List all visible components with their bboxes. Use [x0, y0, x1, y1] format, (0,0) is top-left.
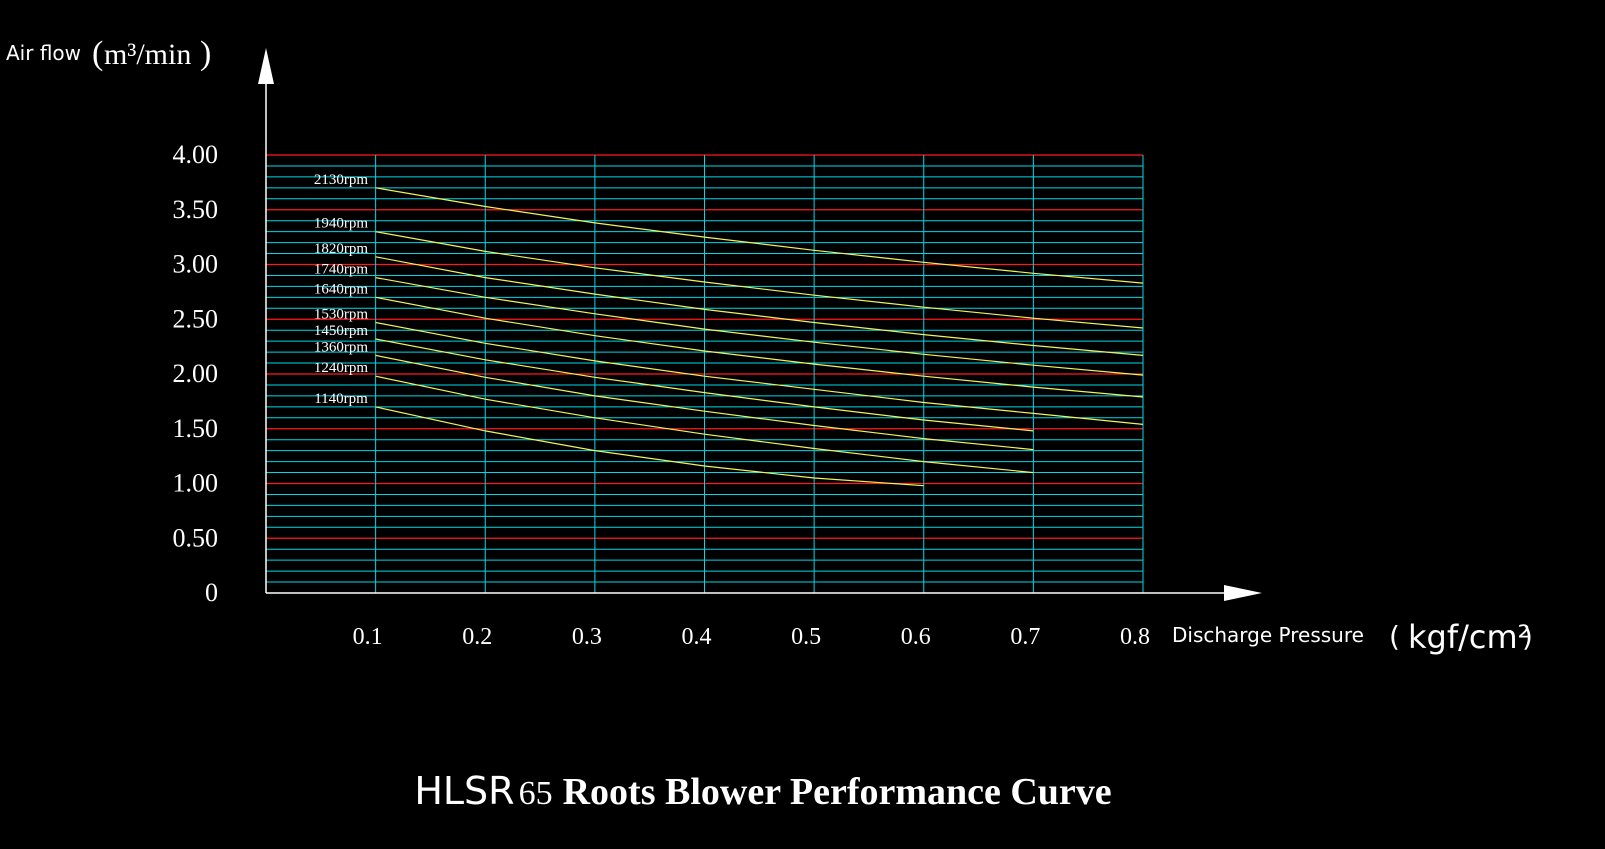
- y-tick-label: 3.50: [173, 195, 219, 224]
- x-axis-unit-close-paren: ): [1522, 620, 1533, 653]
- grid: [266, 154, 1144, 594]
- y-tick-label: 4.00: [173, 140, 219, 169]
- chart-title: HLSR 65 Roots Blower Performance Curve: [414, 769, 1111, 813]
- curve-1450rpm: [375, 338, 1034, 432]
- curve-1820rpm: [375, 256, 1144, 356]
- x-tick-label: 0.3: [572, 624, 602, 650]
- x-tick-label: 0.5: [791, 624, 821, 650]
- series-label-1740rpm: 1740rpm: [314, 262, 368, 278]
- curve-1940rpm: [375, 231, 1144, 329]
- series-label-1450rpm: 1450rpm: [314, 323, 368, 339]
- y-tick-label: 1.00: [173, 469, 219, 498]
- series-label-1530rpm: 1530rpm: [314, 307, 368, 323]
- x-axis-arrow: [1224, 585, 1262, 601]
- series-label-1140rpm: 1140rpm: [314, 391, 368, 407]
- y-axis-label: Air flow: [6, 41, 81, 65]
- y-axis-unit-close-paren: ): [200, 35, 211, 72]
- curve-1140rpm: [375, 406, 924, 487]
- y-tick-label: 2.00: [173, 359, 219, 388]
- tick-labels: 0 0.50 1.00 1.50 2.00 2.50 3.00 3.50 4.00 0.1 0.2 0…: [173, 140, 1151, 650]
- y-tick-label: 3.00: [173, 250, 219, 279]
- y-axis-unit-open-paren: (: [92, 35, 103, 72]
- chart-title-prefix: HLSR: [414, 769, 514, 813]
- x-axis-unit: kgf/cm²: [1408, 618, 1530, 656]
- x-tick-label: 0.7: [1010, 624, 1040, 650]
- x-tick-label: 0.6: [901, 624, 931, 650]
- x-tick-label: 0.1: [353, 624, 383, 650]
- y-tick-label: 0.50: [173, 523, 219, 552]
- curve-1240rpm: [375, 375, 1034, 474]
- series-label-1820rpm: 1820rpm: [314, 241, 368, 257]
- series-label-1240rpm: 1240rpm: [314, 360, 368, 376]
- curves: [375, 187, 1144, 487]
- y-tick-label: 2.50: [173, 304, 219, 333]
- x-axis-unit-open-paren: (: [1389, 620, 1400, 653]
- chart-title-rest: Roots Blower Performance Curve: [563, 771, 1112, 813]
- curve-2130rpm: [375, 187, 1144, 284]
- axes: [258, 48, 1262, 601]
- y-tick-label: 1.50: [173, 414, 219, 443]
- x-tick-label: 0.4: [682, 624, 712, 650]
- x-axis-label: Discharge Pressure: [1172, 623, 1364, 647]
- series-label-1940rpm: 1940rpm: [314, 216, 368, 232]
- series-labels: 2130rpm 1940rpm 1820rpm 1740rpm 1640rpm 1530r…: [314, 172, 368, 407]
- series-label-1640rpm: 1640rpm: [314, 281, 368, 297]
- curve-1740rpm: [375, 277, 1144, 376]
- series-label-2130rpm: 2130rpm: [314, 172, 368, 188]
- y-axis-unit: m³/min: [104, 38, 191, 71]
- x-tick-label: 0.2: [462, 624, 492, 650]
- x-tick-label: 0.8: [1120, 624, 1150, 650]
- chart-title-model: 65: [519, 775, 553, 812]
- curve-1530rpm: [375, 321, 1144, 425]
- curve-1360rpm: [375, 354, 1034, 451]
- series-label-1360rpm: 1360rpm: [314, 339, 368, 355]
- y-tick-label: 0: [205, 578, 218, 607]
- curve-1640rpm: [375, 296, 1144, 398]
- y-axis-arrow: [258, 48, 274, 84]
